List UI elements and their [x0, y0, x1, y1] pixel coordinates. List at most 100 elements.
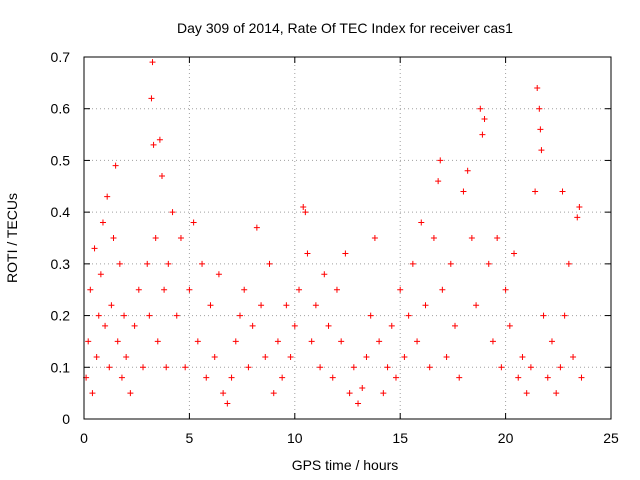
x-tick-label: 10: [287, 430, 303, 446]
data-point: [333, 286, 340, 293]
data-point: [537, 126, 544, 133]
data-point: [287, 353, 294, 360]
grid-lines: [84, 57, 611, 419]
data-point: [540, 312, 547, 319]
data-point: [565, 260, 572, 267]
data-point: [384, 364, 391, 371]
data-point: [186, 286, 193, 293]
data-point: [464, 167, 471, 174]
data-point: [102, 322, 109, 329]
data-point: [116, 260, 123, 267]
data-point: [544, 374, 551, 381]
data-point: [376, 338, 383, 345]
data-point: [224, 400, 231, 407]
data-point: [561, 312, 568, 319]
data-point: [211, 353, 218, 360]
data-point: [150, 141, 157, 148]
data-point: [502, 286, 509, 293]
data-point: [342, 250, 349, 257]
data-point: [182, 364, 189, 371]
data-point: [367, 312, 374, 319]
data-point: [152, 235, 159, 241]
data-point: [99, 219, 106, 226]
y-tick-label: 0.1: [51, 359, 71, 375]
y-tick-label: 0: [62, 411, 70, 427]
data-point: [85, 338, 92, 345]
data-point: [161, 286, 168, 293]
data-point: [498, 364, 505, 371]
data-point: [93, 353, 100, 360]
data-point: [207, 302, 214, 309]
chart-title: Day 309 of 2014, Rate Of TEC Index for r…: [177, 20, 513, 36]
data-point: [553, 390, 560, 397]
data-point: [266, 260, 273, 267]
data-point: [245, 364, 252, 371]
data-point: [89, 390, 96, 397]
data-point: [321, 271, 328, 278]
data-point: [532, 188, 539, 195]
data-point: [460, 188, 467, 195]
data-point: [149, 59, 156, 66]
data-point: [456, 374, 463, 381]
data-point: [534, 85, 541, 92]
data-point: [388, 322, 395, 329]
data-point: [468, 235, 475, 241]
data-point: [283, 302, 290, 309]
data-point: [274, 338, 281, 345]
data-point: [110, 235, 117, 241]
data-point: [325, 322, 332, 329]
data-point: [422, 302, 429, 309]
data-point: [473, 302, 480, 309]
data-point: [300, 203, 307, 210]
data-point: [91, 245, 98, 252]
data-point: [249, 322, 256, 329]
data-point: [506, 322, 513, 329]
data-point: [489, 338, 496, 345]
data-point: [397, 286, 404, 293]
axis-ticks: 0 5 10 15 20 25 0 0.1 0.2 0.3 0.4 0.5 0.6 0.7: [51, 49, 619, 446]
y-tick-label: 0.6: [51, 101, 71, 117]
x-tick-label: 5: [186, 430, 194, 446]
data-point: [154, 338, 161, 345]
data-point: [190, 219, 197, 226]
data-point: [262, 353, 269, 360]
data-point: [359, 384, 366, 391]
data-point: [203, 374, 210, 381]
data-point: [409, 260, 416, 267]
data-point: [523, 390, 530, 397]
data-point: [435, 178, 442, 185]
data-point: [97, 271, 104, 278]
data-point: [156, 136, 163, 143]
data-point: [123, 353, 130, 360]
x-tick-label: 15: [392, 430, 408, 446]
data-point: [477, 105, 484, 112]
data-point: [371, 235, 378, 241]
data-point: [144, 260, 151, 267]
y-axis-label: ROTI / TECUs: [4, 193, 20, 283]
data-point: [443, 353, 450, 360]
y-tick-label: 0.7: [51, 49, 71, 65]
data-point: [194, 338, 201, 345]
data-point: [127, 390, 134, 397]
data-point: [346, 390, 353, 397]
data-point: [228, 374, 235, 381]
data-point: [519, 353, 526, 360]
data-point: [557, 364, 564, 371]
data-point: [392, 374, 399, 381]
data-point: [380, 390, 387, 397]
x-tick-label: 0: [80, 430, 88, 446]
data-point: [104, 193, 111, 200]
data-point: [350, 364, 357, 371]
data-point: [485, 260, 492, 267]
data-point: [112, 162, 119, 169]
data-point: [570, 353, 577, 360]
data-point: [479, 131, 486, 138]
data-point: [511, 250, 518, 257]
data-point: [199, 260, 206, 267]
data-point: [131, 322, 138, 329]
y-tick-label: 0.5: [51, 152, 71, 168]
data-point: [253, 224, 260, 231]
data-point: [140, 364, 147, 371]
data-point: [108, 302, 115, 309]
